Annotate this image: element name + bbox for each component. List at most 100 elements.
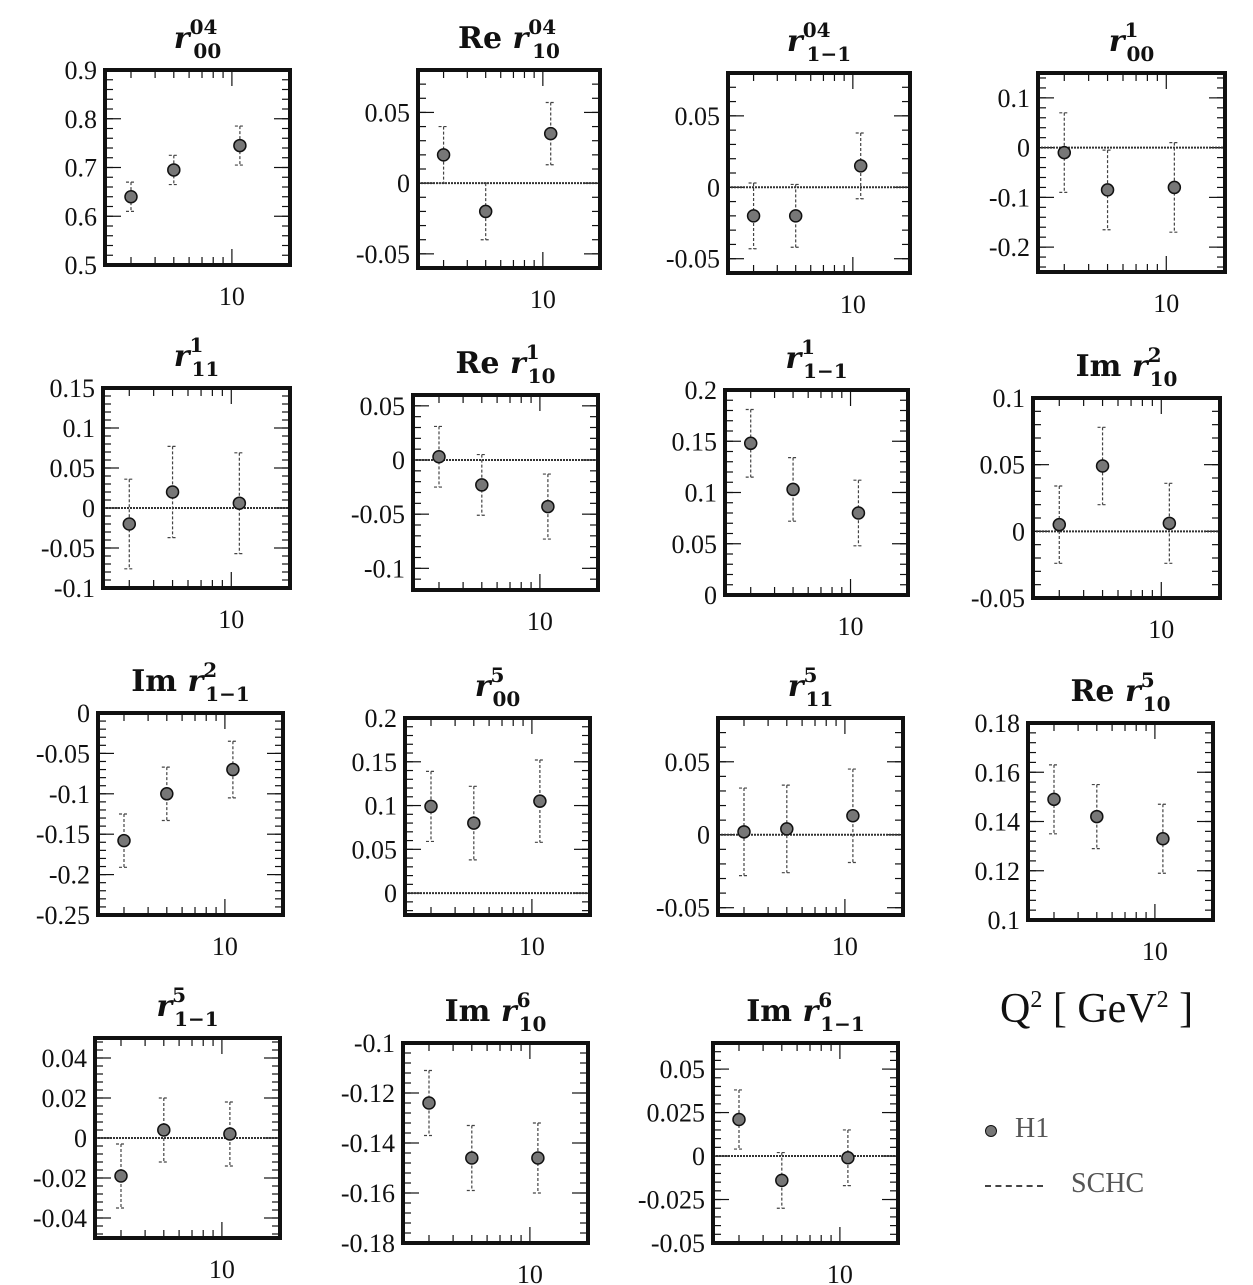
title-superscript: 5 (1141, 668, 1155, 692)
title-superscript: 5 (172, 983, 186, 1007)
data-point (436, 148, 451, 162)
data-point (114, 1169, 128, 1183)
y-tick-label: -0.05 (41, 534, 95, 563)
data-point (1057, 145, 1072, 160)
y-tick-label: 0 (707, 173, 720, 202)
title-superscript: 1 (1125, 18, 1139, 42)
panel-7: r1 1−1 10 0 0.05 0.1 0.15 0.2 (672, 335, 910, 641)
title-subscript: 10 (532, 39, 560, 63)
y-tick-label: -0.025 (638, 1186, 705, 1215)
plot-frame (101, 386, 292, 590)
data-point (1047, 792, 1061, 807)
panel-title: r04 1−1 (787, 18, 851, 66)
data-point (732, 1112, 746, 1127)
title-subscript: 10 (528, 364, 556, 388)
panel-title: r1 11 (174, 333, 220, 381)
x-tick-label: 10 (209, 1255, 235, 1284)
title-symbol: r (501, 994, 519, 1029)
y-tick-label: -0.25 (36, 901, 90, 930)
title-symbol: r (187, 664, 205, 699)
title-symbol: r (156, 989, 174, 1024)
title-prefix: Im (131, 664, 187, 699)
y-tick-label: 0 (704, 581, 717, 610)
x-tick-label: 10 (1148, 615, 1174, 644)
title-symbol: r (802, 994, 820, 1029)
x-axis-symbol: Q (1000, 986, 1031, 1032)
title-symbol: r (475, 669, 493, 704)
data-point (746, 209, 761, 223)
y-tick-label: -0.1 (54, 574, 95, 603)
x-tick-label: 10 (1153, 289, 1179, 318)
title-subscript: 1−1 (820, 1012, 865, 1036)
y-tick-label: -0.05 (656, 894, 710, 923)
panel-title: Im r6 10 (445, 988, 547, 1036)
legend-h1-label: H1 (1015, 1113, 1050, 1144)
title-superscript: 04 (528, 15, 556, 39)
data-point (478, 204, 493, 219)
data-point (157, 1123, 171, 1137)
data-point (165, 485, 180, 499)
plot-frame (726, 71, 912, 275)
panel-title: r5 1−1 (156, 983, 218, 1031)
data-point (846, 809, 860, 823)
title-symbol: r (174, 339, 192, 374)
y-tick-label: 0.05 (980, 451, 1026, 480)
panel-title: r5 11 (788, 663, 834, 711)
data-point (467, 816, 481, 830)
y-tick-label: -0.05 (666, 245, 720, 274)
panel-3: r04 1−1 10 -0.05 0 0.05 (666, 18, 912, 319)
y-tick-label: 0 (1017, 134, 1030, 163)
data-point (232, 496, 247, 510)
panel-title: Re r5 10 (1070, 668, 1170, 716)
y-tick-label: 0.15 (352, 748, 398, 777)
data-point (160, 787, 174, 801)
data-point (124, 190, 138, 204)
data-point (167, 163, 181, 177)
panel-title: r1 00 (1109, 18, 1155, 66)
title-superscript: 5 (804, 663, 818, 687)
title-subscript: 1−1 (205, 682, 250, 706)
panel-title: Im r2 10 (1076, 343, 1178, 391)
panel-title: Re r1 10 (455, 340, 555, 388)
x-tick-label: 10 (530, 285, 556, 314)
data-point (465, 1151, 479, 1165)
panel-1: r04 00 10 0.5 0.6 0.7 0.8 0.9 (65, 15, 292, 311)
title-symbol: r (512, 21, 530, 56)
y-tick-label: -0.05 (356, 240, 410, 269)
title-superscript: 1 (801, 335, 815, 359)
y-tick-label: 0 (392, 446, 405, 475)
y-tick-label: 0.05 (352, 835, 398, 864)
legend-point-icon (985, 1124, 997, 1137)
title-superscript: 6 (517, 988, 531, 1012)
y-tick-label: 0.14 (975, 808, 1021, 837)
y-tick-label: 0.1 (63, 414, 96, 443)
y-tick-label: 0 (82, 494, 95, 523)
data-point (475, 478, 489, 492)
data-point (432, 450, 446, 464)
y-tick-label: 0.12 (975, 857, 1021, 886)
data-point (531, 1151, 545, 1165)
panel-title: r04 00 (174, 15, 222, 63)
y-tick-label: 0 (384, 879, 397, 908)
data-point (226, 762, 240, 777)
plot-frame (1031, 396, 1222, 600)
data-point (1162, 516, 1177, 531)
title-prefix: Im (746, 994, 802, 1029)
y-tick-label: 0 (692, 1142, 705, 1171)
title-subscript: 1−1 (803, 359, 848, 383)
y-tick-label: 0.15 (50, 374, 96, 403)
data-point (533, 794, 547, 808)
title-subscript: 11 (805, 687, 833, 711)
y-tick-label: -0.05 (36, 739, 90, 768)
title-prefix: Re (458, 21, 512, 56)
y-tick-label: -0.2 (49, 861, 90, 890)
y-tick-label: 0.1 (993, 384, 1026, 413)
title-symbol: r (785, 341, 803, 376)
title-superscript: 2 (203, 658, 217, 682)
data-point (543, 126, 558, 141)
title-subscript: 00 (193, 39, 221, 63)
y-tick-label: -0.18 (341, 1229, 395, 1258)
data-point (780, 822, 794, 836)
